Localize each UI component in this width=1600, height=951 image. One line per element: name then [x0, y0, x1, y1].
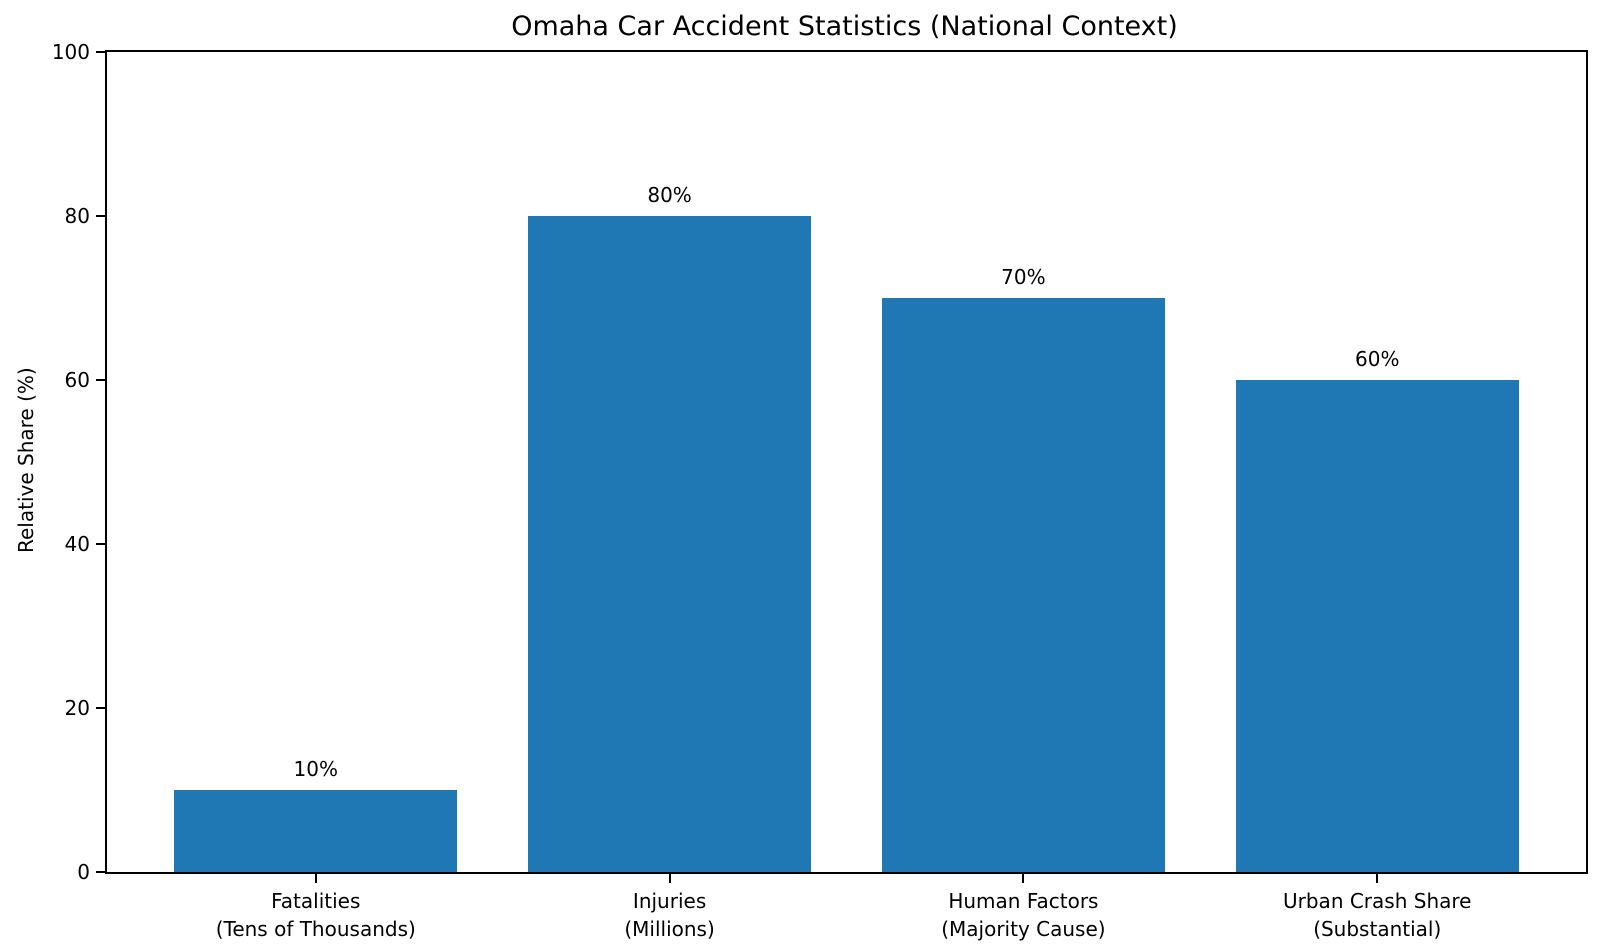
y-tick-label: 40: [64, 532, 90, 556]
y-tick: [96, 871, 105, 873]
y-tick-label: 0: [77, 860, 90, 884]
y-axis-label: Relative Share (%): [14, 367, 38, 553]
x-tick: [1376, 872, 1379, 883]
x-tick-label: Fatalities (Tens of Thousands): [215, 889, 416, 941]
x-tick: [1022, 872, 1025, 883]
y-tick-label: 60: [64, 368, 90, 392]
y-tick: [96, 707, 105, 709]
x-tick: [314, 872, 317, 883]
bar: [174, 790, 458, 872]
y-tick-label: 80: [64, 204, 90, 228]
bar-value-label: 10%: [293, 757, 338, 781]
plot-area: 0 20 40 60 80 100 10% Fatalities (Tens of Thous…: [52, 42, 1588, 941]
bar: [1235, 380, 1519, 872]
bar-value-label: 60%: [1355, 347, 1400, 371]
y-tick-label: 20: [64, 696, 90, 720]
y-tick-label: 100: [51, 40, 90, 64]
bar: [881, 298, 1165, 872]
y-tick: [96, 51, 105, 53]
y-tick: [96, 543, 105, 545]
x-tick-label: Urban Crash Share (Substantial): [1283, 889, 1472, 941]
x-tick: [668, 872, 671, 883]
y-tick: [96, 215, 105, 217]
bar-value-label: 70%: [1001, 265, 1046, 289]
bar-value-label: 80%: [647, 183, 692, 207]
y-tick: [96, 379, 105, 381]
x-tick-label: Human Factors (Majority Cause): [941, 889, 1106, 941]
bar: [528, 216, 812, 872]
x-tick-label: Injuries (Millions): [624, 889, 715, 941]
chart-title: Omaha Car Accident Statistics (National …: [511, 11, 1178, 42]
